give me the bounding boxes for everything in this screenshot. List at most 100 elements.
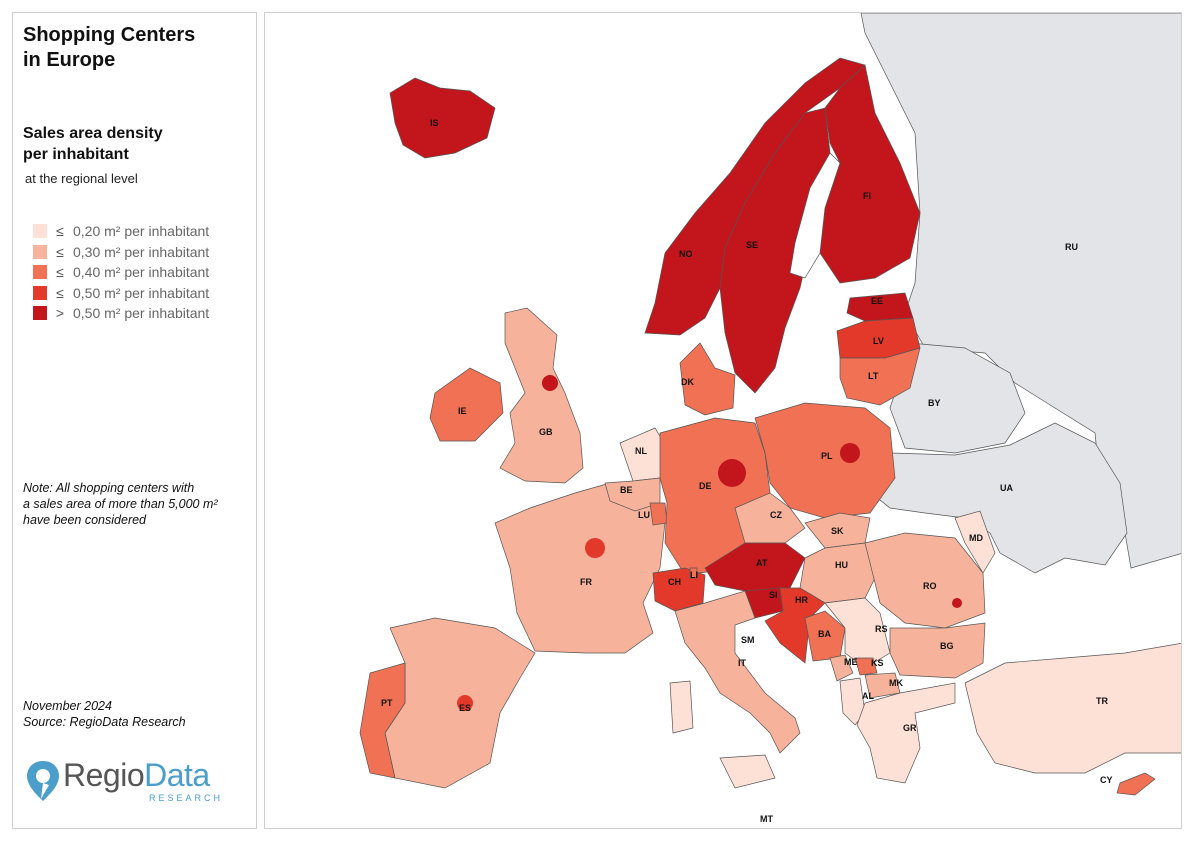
label-gb: GB	[539, 427, 553, 437]
label-pt: PT	[381, 698, 393, 708]
region-fr	[494, 482, 666, 654]
region-ch	[652, 567, 706, 612]
label-pl: PL	[821, 451, 833, 461]
region-pl	[754, 402, 896, 519]
region-tr	[964, 642, 1181, 774]
region-ba	[804, 610, 846, 662]
region-madrid	[457, 695, 473, 711]
map-title: Shopping Centers in Europe	[23, 24, 196, 71]
map-svg: IS NO SE FI RU EE LV LT BY DK IE GB NL B…	[359, 13, 1181, 824]
legend-operator: ≤	[56, 243, 64, 260]
label-al: AL	[862, 691, 874, 701]
region-lu	[649, 502, 668, 526]
legend-operator: ≤	[56, 284, 64, 301]
label-ba: BA	[818, 629, 831, 639]
label-li: LI	[690, 570, 698, 580]
label-nl: NL	[635, 446, 647, 456]
region-hotspot-de	[718, 459, 746, 487]
label-ro: RO	[923, 581, 937, 591]
label-be: BE	[620, 485, 633, 495]
label-si: SI	[769, 590, 778, 600]
label-md: MD	[969, 533, 983, 543]
region-lt	[839, 347, 921, 406]
label-is: IS	[430, 118, 439, 128]
legend-operator: ≤	[56, 264, 64, 281]
label-ie: IE	[458, 406, 467, 416]
legend-item: ≤ 0,20 m² per inhabitant	[33, 221, 209, 242]
label-fi: FI	[863, 191, 871, 201]
level-note: at the regional level	[25, 171, 138, 186]
label-fr: FR	[580, 577, 592, 587]
region-li	[689, 567, 698, 579]
region-sicily	[719, 754, 776, 789]
label-lv: LV	[873, 336, 884, 346]
label-dk: DK	[681, 377, 694, 387]
label-at: AT	[756, 558, 768, 568]
legend-label: 0,50 m² per inhabitant	[73, 305, 210, 322]
label-mt: MT	[760, 814, 773, 824]
legend-label: 0,40 m² per inhabitant	[73, 264, 210, 281]
region-ie	[429, 367, 504, 442]
source-note: November 2024 Source: RegioData Research	[23, 698, 186, 730]
regiodata-logo: RegioData RESEARCH	[21, 757, 231, 807]
label-hr: HR	[795, 595, 808, 605]
label-it: IT	[738, 658, 747, 668]
label-gr: GR	[903, 723, 917, 733]
label-ua: UA	[1000, 483, 1013, 493]
region-sk	[804, 512, 871, 549]
map-subtitle: Sales area density per inhabitant	[23, 125, 163, 163]
label-lt: LT	[868, 371, 879, 381]
region-ks	[854, 657, 878, 676]
region-cy	[1116, 772, 1156, 796]
legend-label: 0,30 m² per inhabitant	[73, 243, 210, 260]
region-gr	[856, 682, 956, 784]
logo-wordmark: RegioData	[63, 757, 210, 793]
label-de: DE	[699, 481, 712, 491]
source-text: Source: RegioData Research	[23, 715, 186, 729]
logo-subtitle: RESEARCH	[149, 793, 224, 803]
region-me	[829, 654, 854, 682]
label-cz: CZ	[770, 510, 782, 520]
label-cy: CY	[1100, 775, 1113, 785]
method-note: Note: All shopping centers with a sales …	[23, 481, 218, 527]
label-lu: LU	[638, 510, 650, 520]
label-rs: RS	[875, 624, 888, 634]
europe-map: IS NO SE FI RU EE LV LT BY DK IE GB NL B…	[264, 12, 1182, 829]
date-text: November 2024	[23, 699, 112, 713]
legend-item: ≤ 0,50 m² per inhabitant	[33, 283, 209, 304]
legend-swatch	[33, 306, 47, 321]
label-es: ES	[459, 703, 471, 713]
region-gb	[499, 307, 584, 484]
legend-label: 0,50 m² per inhabitant	[73, 284, 210, 301]
label-hu: HU	[835, 560, 848, 570]
region-hotspot-pl	[840, 443, 860, 463]
region-dk	[679, 342, 736, 416]
legend: ≤ 0,20 m² per inhabitant ≤ 0,30 m² per i…	[33, 221, 209, 324]
region-md	[954, 510, 996, 574]
label-bg: BG	[940, 641, 954, 651]
gulf-of-bothnia	[789, 152, 841, 279]
label-ee: EE	[871, 296, 883, 306]
legend-item: ≤ 0,40 m² per inhabitant	[33, 262, 209, 283]
region-ua	[864, 422, 1128, 574]
label-tr: TR	[1096, 696, 1108, 706]
legend-swatch	[33, 244, 47, 259]
legend-panel: Shopping Centers in Europe Sales area de…	[12, 12, 257, 829]
region-rs	[824, 597, 891, 669]
label-se: SE	[746, 240, 758, 250]
label-by: BY	[928, 398, 941, 408]
legend-operator: ≤	[56, 223, 64, 240]
label-ks: KS	[871, 658, 884, 668]
region-sardinia	[669, 680, 694, 734]
legend-swatch	[33, 265, 47, 280]
region-bucharest	[952, 598, 962, 608]
location-pin-icon	[27, 761, 59, 801]
label-sm: SM	[741, 635, 755, 645]
legend-operator: >	[55, 305, 65, 322]
legend-swatch	[33, 285, 47, 300]
label-me: ME	[844, 657, 858, 667]
legend-swatch	[33, 224, 47, 239]
region-pt	[359, 662, 406, 779]
label-no: NO	[679, 249, 693, 259]
region-is	[389, 77, 496, 159]
